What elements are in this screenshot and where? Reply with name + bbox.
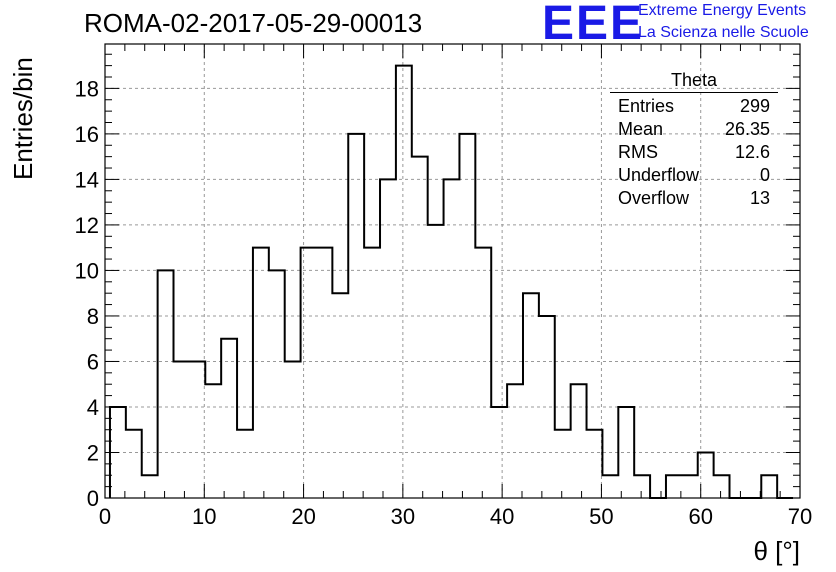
histogram-bin — [555, 430, 571, 498]
histogram-bin — [666, 475, 682, 498]
histogram-bin — [126, 430, 142, 498]
plot-frame — [104, 43, 801, 499]
x-axis-label: θ [°] — [753, 536, 800, 566]
histogram-bin — [539, 316, 555, 498]
y-tick-label: 10 — [75, 258, 99, 283]
y-tick-label: 6 — [87, 349, 99, 374]
histogram-bin — [714, 475, 730, 498]
x-tick-label: 20 — [291, 504, 315, 529]
histogram-bin — [285, 361, 301, 498]
histogram-outline — [108, 64, 794, 499]
y-tick-label: 14 — [75, 167, 99, 192]
histogram-bin — [444, 179, 460, 498]
stats-title: Theta — [610, 70, 778, 93]
histogram-bin — [237, 430, 253, 498]
x-tick-label: 40 — [490, 504, 514, 529]
histogram-bin — [301, 248, 317, 498]
histogram-bin — [634, 475, 650, 498]
run-title: ROMA-02-2017-05-29-00013 — [84, 8, 423, 38]
x-tick-label: 10 — [192, 504, 216, 529]
y-tick-label: 16 — [75, 122, 99, 147]
histogram-bin — [110, 407, 126, 498]
histogram-bin — [380, 179, 396, 498]
stats-label: Overflow — [618, 188, 690, 208]
stats-label: RMS — [618, 142, 658, 162]
stats-row-underflow: Underflow 0 — [610, 164, 778, 187]
stats-row-entries: Entries 299 — [610, 95, 778, 118]
histogram-bin — [189, 361, 205, 498]
stats-value: 13 — [749, 188, 770, 208]
histogram-bin — [348, 134, 364, 498]
x-tick-label: 70 — [788, 504, 812, 529]
histogram-bin — [221, 339, 237, 498]
histogram-bin — [507, 384, 523, 498]
x-tick-label: 0 — [99, 504, 111, 529]
histogram-bin — [396, 66, 412, 498]
y-tick-label: 18 — [75, 76, 99, 101]
histogram-bin — [571, 384, 587, 498]
stats-value: 299 — [739, 96, 770, 116]
histogram-bin — [761, 475, 777, 498]
eee-logo: EEE Extreme Energy Events La Scienza nel… — [542, 0, 836, 50]
stats-value: 26.35 — [724, 119, 770, 139]
histogram-bin — [523, 293, 539, 498]
histogram-bin — [475, 248, 491, 498]
histogram-bin — [174, 361, 190, 498]
stats-box: Theta Entries 299 Mean 26.35 RMS 12.6 Un… — [610, 70, 778, 210]
histogram-bin — [332, 293, 348, 498]
histogram-bin — [428, 225, 444, 498]
histogram-bin — [459, 134, 475, 498]
stats-label: Mean — [618, 119, 664, 139]
logo-mark: EEE — [542, 0, 645, 50]
stats-row-rms: RMS 12.6 — [610, 141, 778, 164]
x-tick-label: 50 — [589, 504, 613, 529]
histogram-bin — [698, 452, 714, 498]
y-tick-label: 4 — [87, 395, 99, 420]
y-tick-label: 8 — [87, 304, 99, 329]
logo-line-1: Extreme Energy Events — [638, 2, 807, 19]
histogram-bin — [602, 475, 618, 498]
histogram-bin — [205, 384, 221, 498]
logo-line-2: La Scienza nelle Scuole — [638, 24, 809, 41]
histogram-bin — [364, 248, 380, 498]
x-tick-label: 30 — [391, 504, 415, 529]
y-tick-label: 2 — [87, 440, 99, 465]
stats-value: 0 — [759, 165, 770, 185]
y-tick-label: 0 — [87, 486, 99, 511]
histogram-bin — [142, 475, 158, 498]
y-tick-label: 12 — [75, 213, 99, 238]
histogram-bin — [587, 430, 603, 498]
histogram-bin — [253, 248, 269, 498]
x-tick-label: 60 — [688, 504, 712, 529]
histogram-bin — [682, 475, 698, 498]
stats-value: 12.6 — [734, 142, 770, 162]
histogram-bin — [412, 157, 428, 498]
stats-row-mean: Mean 26.35 — [610, 118, 778, 141]
stats-label: Underflow — [618, 165, 700, 185]
stats-label: Entries — [618, 96, 675, 116]
histogram-bin — [316, 248, 332, 498]
histogram-bin — [491, 407, 507, 498]
histogram-bin — [269, 270, 285, 498]
histogram-bin — [158, 270, 174, 498]
histogram-bin — [618, 407, 634, 498]
stats-row-overflow: Overflow 13 — [610, 187, 778, 210]
